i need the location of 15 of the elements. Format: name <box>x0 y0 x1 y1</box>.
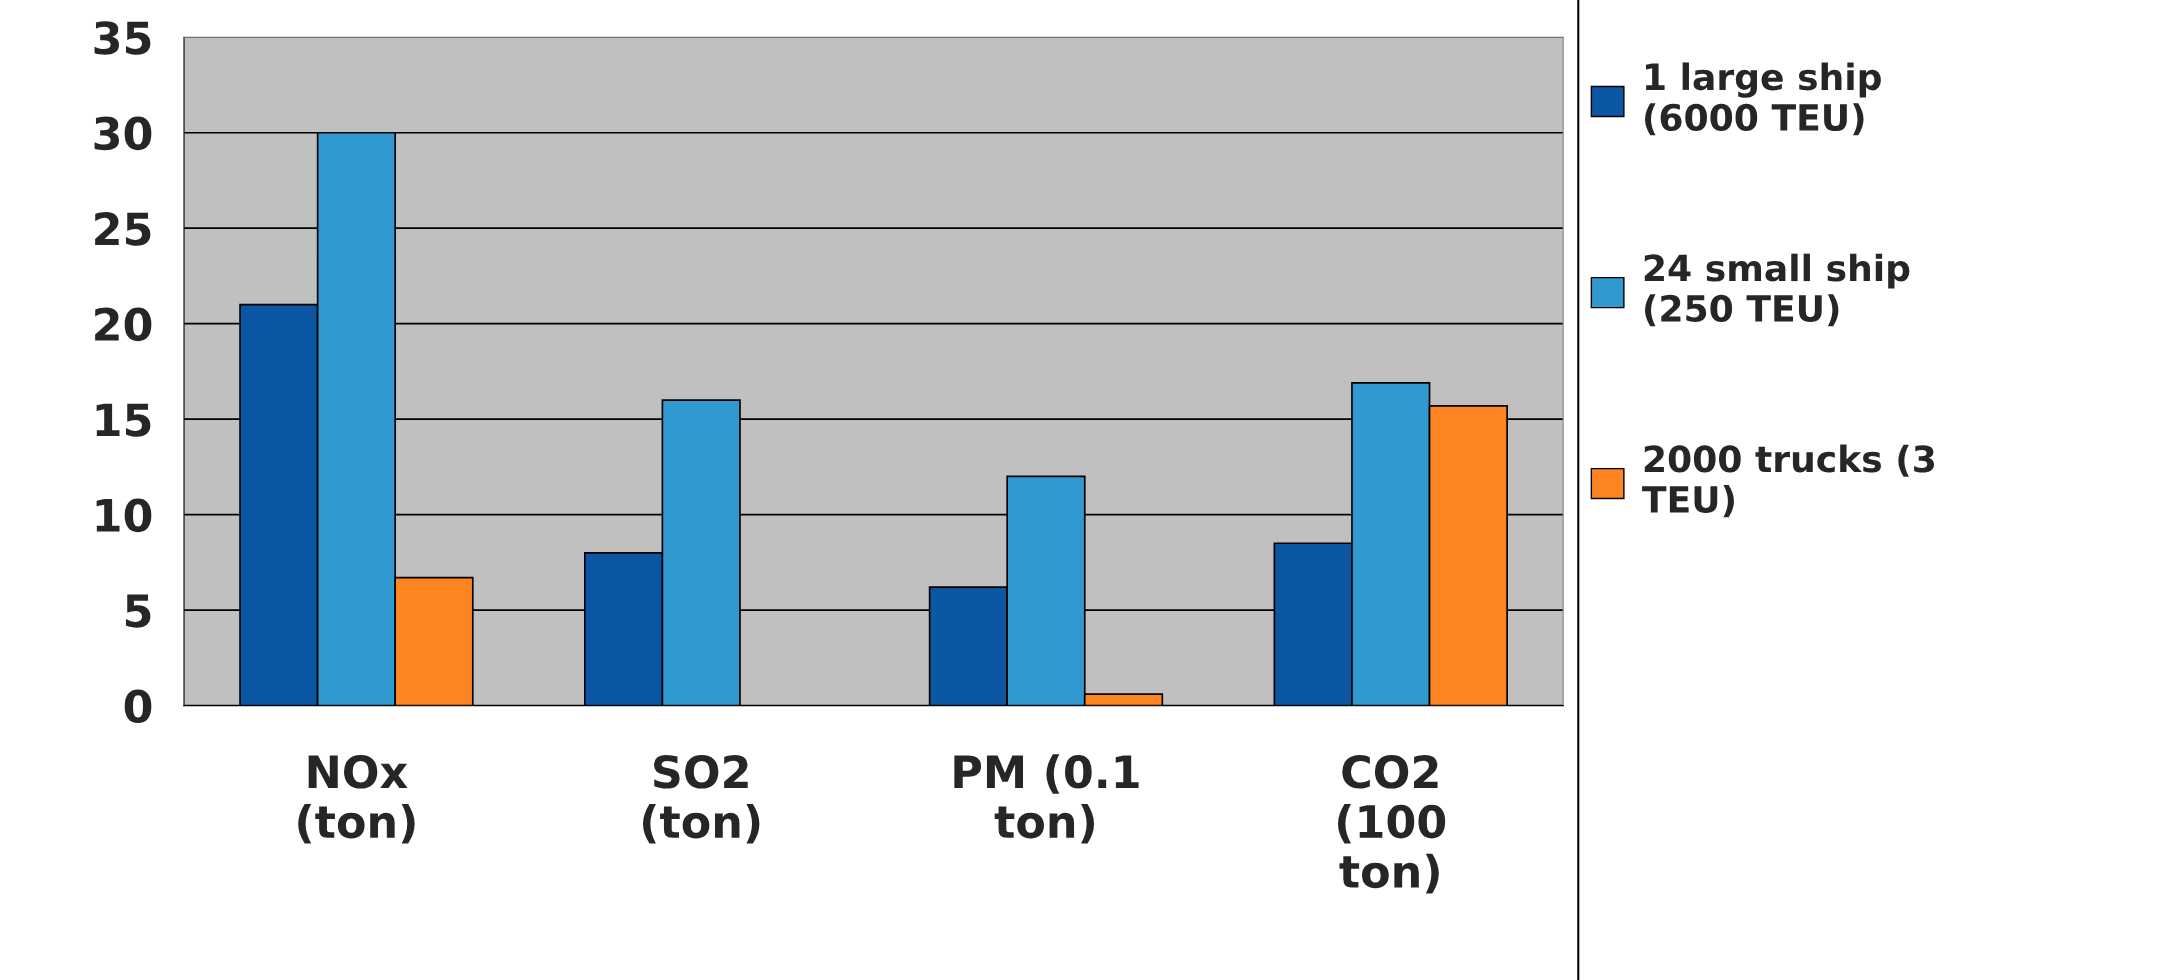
legend-label: 2000 trucks (3 TEU) <box>1642 444 1935 518</box>
y-tick-label: 35 <box>94 21 151 55</box>
x-tick-label: NOx (ton) <box>298 755 415 844</box>
y-tick-label: 15 <box>96 403 151 437</box>
x-tick-label: PM (0.1 ton) <box>954 754 1139 844</box>
y-tick-label: 5 <box>125 594 151 628</box>
legend-label: 24 small ship (250 TEU) <box>1644 253 1910 327</box>
y-tick-label: 0 <box>124 689 152 724</box>
x-tick-label: SO2 (ton) <box>642 755 760 844</box>
x-tick-label: CO2 (100 ton) <box>1338 755 1446 894</box>
y-tick-label: 20 <box>95 307 152 342</box>
legend-label: 1 large ship (6000 TEU) <box>1645 62 1881 136</box>
y-tick-label: 30 <box>94 116 152 151</box>
y-tick-label: 25 <box>95 212 151 246</box>
y-tick-label: 10 <box>96 498 152 533</box>
